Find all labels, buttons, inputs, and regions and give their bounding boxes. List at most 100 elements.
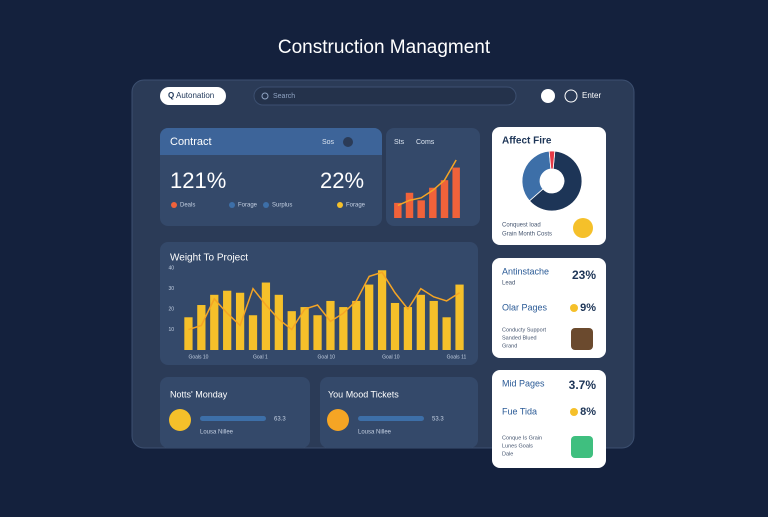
legend-label: Surplus [272, 203, 292, 209]
stat: 121% [170, 168, 226, 193]
card-menu[interactable]: Sts [394, 139, 405, 146]
emoji-icon [573, 218, 593, 238]
legend-swatch [229, 202, 235, 208]
row-value: 8% [580, 406, 596, 418]
row-value: 9% [580, 302, 596, 314]
card-title: Contract [170, 136, 212, 148]
card-header [160, 128, 382, 155]
bar [248, 315, 258, 350]
legend-label: Deals [180, 203, 195, 209]
row-title: Olar Pages [502, 302, 548, 312]
bar [274, 294, 283, 350]
x-tick-label: Goal 10 [318, 354, 336, 360]
bar [339, 307, 348, 350]
status-dot [570, 304, 578, 312]
avatar [327, 409, 349, 431]
bar [403, 307, 413, 350]
bar [390, 302, 400, 350]
bar [416, 294, 425, 350]
y-tick-label: 30 [168, 286, 174, 292]
avatar [169, 409, 191, 431]
user-label: Enter [582, 91, 601, 100]
bar [326, 300, 335, 350]
trend-line [397, 159, 457, 207]
x-tick-label: Goal 10 [382, 354, 400, 360]
row-title: Mid Pages [502, 378, 545, 388]
card-text: Grain Month Costs [502, 232, 552, 238]
progress-bar [200, 416, 266, 421]
y-tick-label: 40 [168, 266, 174, 272]
note: Conducty Support [502, 327, 546, 333]
progress-bar [358, 416, 424, 421]
bar [377, 270, 387, 350]
legend-swatch [171, 202, 177, 208]
bar [452, 167, 460, 218]
bar [313, 315, 322, 350]
bar [352, 300, 361, 350]
row-sub: Lead [502, 281, 515, 287]
icon: Q [168, 91, 174, 100]
page-title: Construction Managment [278, 37, 491, 58]
notification-icon[interactable] [541, 89, 555, 103]
note: Sanded Blued [502, 335, 537, 341]
legend-swatch [337, 202, 343, 208]
bar [287, 311, 296, 350]
app-button-label: Autonation [176, 91, 214, 100]
legend-label: Forage [238, 203, 258, 209]
app-button[interactable] [160, 87, 226, 105]
bar [455, 284, 464, 350]
bar [210, 294, 219, 350]
card-text: Conquest load [502, 223, 541, 229]
status-dot [570, 408, 578, 416]
card [160, 377, 310, 448]
card-title: Weight To Project [170, 253, 248, 264]
avatar [571, 328, 593, 350]
row-value: 23% [572, 268, 596, 282]
bar [300, 307, 309, 350]
bar [223, 290, 232, 350]
card-title: Notts' Monday [170, 389, 228, 399]
card-title: Affect Fire [502, 136, 552, 147]
note: Dale [502, 451, 513, 457]
search-placeholder: Search [273, 93, 295, 100]
avatar [571, 436, 593, 458]
x-tick-label: Goal 1 [253, 354, 268, 360]
bar [184, 317, 193, 350]
note: Grand [502, 343, 517, 349]
user-icon[interactable] [564, 89, 578, 103]
y-tick-label: 20 [168, 306, 174, 312]
card [492, 127, 606, 245]
row-title: Fue Tida [502, 406, 537, 416]
row-title: Antinstache [502, 266, 549, 276]
row-value: 3.7% [569, 378, 597, 392]
bar [442, 317, 451, 350]
card [320, 377, 478, 448]
card-value: 53.3 [432, 417, 444, 423]
pie-slice [528, 150, 583, 212]
trend-line [188, 271, 460, 331]
card-menu[interactable]: Coms [416, 139, 435, 146]
y-tick-label: 10 [168, 327, 174, 333]
pie-slice [521, 150, 552, 202]
legend-label: Forage [346, 203, 366, 209]
card-title: You Mood Tickets [328, 389, 399, 399]
note: Conque Is Grain [502, 435, 542, 441]
bar [417, 200, 425, 218]
dropdown[interactable] [343, 137, 353, 147]
bar [429, 300, 438, 350]
bar [261, 282, 271, 350]
legend-swatch [263, 202, 269, 208]
card-meta: Lousa Nillee [200, 430, 234, 436]
bar [394, 202, 402, 218]
bar [405, 192, 414, 218]
card-menu[interactable]: Sos [322, 139, 335, 146]
stat: 22% [320, 168, 364, 193]
pie-slice [548, 150, 556, 170]
bar [235, 292, 245, 350]
search-box[interactable] [253, 86, 517, 106]
card-meta: Lousa Nillee [358, 430, 392, 436]
bar [440, 180, 449, 218]
search-icon [261, 92, 269, 100]
